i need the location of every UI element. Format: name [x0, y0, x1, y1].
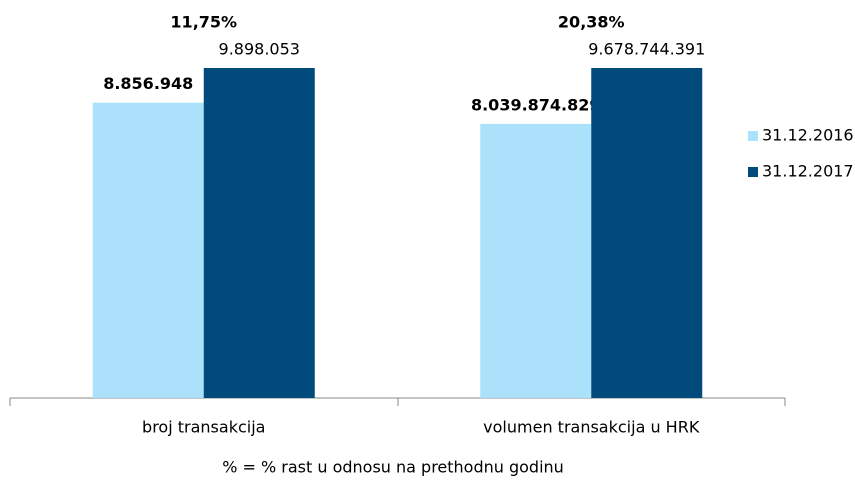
- bar: [480, 123, 592, 398]
- value-label: 9.678.744.391: [588, 40, 705, 59]
- legend-swatch: [748, 131, 758, 141]
- legend-swatch: [748, 167, 758, 177]
- legend-label: 31.12.2016.: [762, 126, 855, 145]
- growth-label: 20,38%: [558, 13, 625, 32]
- bar: [591, 68, 703, 398]
- value-label: 8.856.948: [103, 74, 193, 93]
- note: % = % rast u odnosu na prethodnu godinu: [222, 458, 564, 477]
- bar: [203, 68, 315, 398]
- value-label: 8.039.874.829: [471, 95, 601, 114]
- x-tick-label: broj transakcija: [142, 418, 265, 437]
- value-label: 9.898.053: [219, 40, 300, 59]
- x-tick-label: volumen transakcija u HRK: [483, 418, 700, 437]
- growth-label: 11,75%: [170, 13, 237, 32]
- legend-label: 31.12.2017.: [762, 162, 855, 181]
- bar: [92, 102, 204, 398]
